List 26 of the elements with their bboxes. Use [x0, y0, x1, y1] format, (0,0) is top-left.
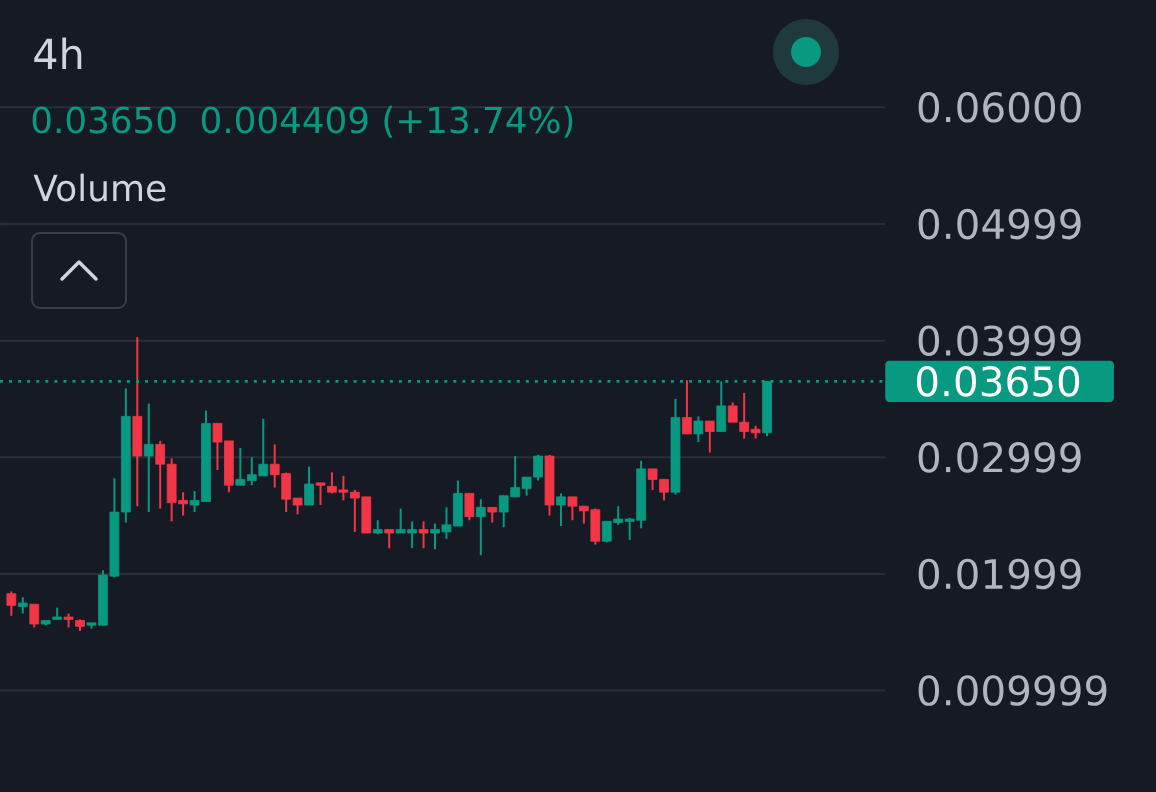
y-tick-label: 0.01999 [918, 558, 1081, 590]
candlestick [155, 439, 166, 510]
candlestick [556, 492, 566, 528]
y-tick-label: 0.06000 [918, 91, 1081, 123]
y-tick-label: 0.04999 [918, 208, 1081, 240]
candlestick [693, 415, 704, 444]
annotation: Volume [33, 173, 166, 202]
candlestick [704, 420, 715, 454]
candlestick [6, 590, 17, 617]
annotation: 0.03650 [32, 106, 176, 134]
candlestick [143, 402, 154, 514]
candlestick [304, 465, 314, 507]
annotation: 0.004409 (+13.74%) [201, 105, 573, 138]
ref-line-label: 0.03650 [916, 366, 1080, 397]
candlestick [475, 498, 486, 557]
candlestick [464, 492, 475, 522]
candlestick [29, 603, 40, 629]
candlestick [682, 379, 692, 435]
candlestick [235, 446, 246, 487]
text: 4h [34, 37, 82, 69]
candlestick [315, 481, 326, 507]
candlestick [418, 520, 429, 550]
candlestick [384, 528, 395, 550]
y-tick-label: 0.009999 [918, 675, 1107, 706]
y-tick-label: 0.02999 [918, 442, 1081, 473]
y-tick-label: 0.03999 [918, 325, 1081, 357]
